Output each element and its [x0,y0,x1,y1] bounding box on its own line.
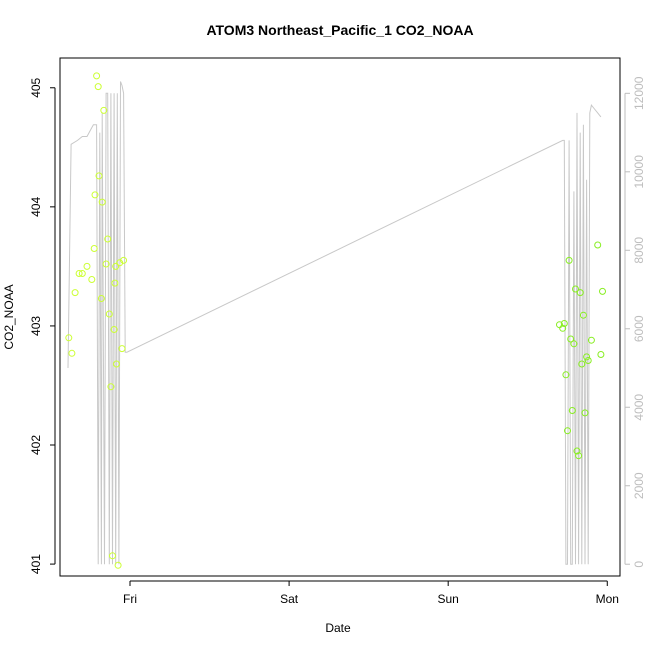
data-point [113,360,120,368]
right-tick-label: 2000 [632,472,646,499]
data-point [91,191,99,199]
data-point [576,289,584,297]
data-point [572,285,579,293]
data-point [88,276,96,283]
data-point [564,427,571,435]
left-tick-label: 403 [29,316,43,336]
right-tick-label: 0 [632,561,646,568]
data-point [575,452,583,460]
data-point [102,260,110,268]
chart-title: ATOM3 Northeast_Pacific_1 CO2_NOAA [206,22,473,38]
plot-frame [59,57,621,577]
data-point [112,262,120,270]
data-point [68,349,76,357]
right-tick-label: 6000 [632,315,646,342]
x-axis-label: Date [325,621,351,635]
x-tick-label: Sat [280,592,299,606]
right-tick-label: 10000 [632,155,646,189]
data-point [567,335,575,343]
right-tick-label: 12000 [632,76,646,110]
data-point [97,295,105,302]
data-point [100,106,108,114]
data-point [560,320,568,327]
data-point [562,371,570,379]
data-point [93,72,101,80]
data-point [568,407,576,414]
y-axis-label: CO2_NOAA [2,284,16,349]
data-point [105,310,113,318]
data-point [95,172,103,180]
data-point [587,336,595,344]
left-tick-label: 401 [29,554,43,574]
data-point [559,324,567,332]
data-point [83,262,91,270]
data-point [75,270,83,277]
x-tick-label: Sun [438,592,459,606]
x-tick-label: Fri [123,592,137,606]
data-point [599,287,606,295]
data-point [583,353,591,361]
point-series [65,72,606,569]
data-point [111,279,119,287]
data-point [94,83,102,91]
data-point [581,409,589,417]
data-point [565,256,573,264]
left-tick-label: 405 [29,77,43,97]
left-tick-label: 402 [29,435,43,455]
data-point [594,241,602,249]
right-tick-label: 4000 [632,394,646,421]
data-point [570,340,578,348]
series-line [67,81,602,565]
data-point [71,289,79,297]
data-point [90,245,98,252]
data-point [110,326,118,333]
data-point [98,198,106,206]
right-y-axis: 0 2000 4000 6000 8000 10000 12000 [624,76,646,568]
data-point [573,447,581,455]
line-series [67,81,602,565]
left-y-axis: 401 402 403 404 405 [29,77,56,574]
data-point [584,357,592,364]
data-point [579,311,587,319]
data-point [597,351,605,358]
data-point [120,256,128,264]
data-point [109,552,116,560]
data-point [114,561,122,569]
data-point [78,270,86,277]
x-axis: Fri Sat Sun Mon [123,580,619,606]
left-tick-label: 404 [29,197,43,217]
data-point [578,360,586,368]
x-tick-label: Mon [596,592,619,606]
data-point [104,235,112,243]
right-tick-label: 8000 [632,237,646,264]
data-point [118,345,126,353]
data-point [107,383,115,391]
data-point [65,334,73,342]
